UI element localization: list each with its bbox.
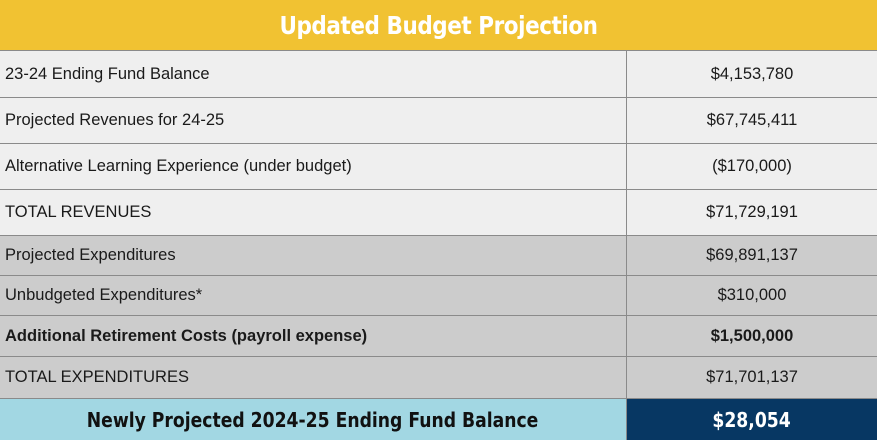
row-value: $67,745,411 — [626, 98, 877, 143]
footer-label-cell: Newly Projected 2024-25 Ending Fund Bala… — [0, 398, 626, 440]
row-value: $4,153,780 — [626, 51, 877, 97]
row-label: TOTAL EXPENDITURES — [5, 368, 189, 386]
table-row-total-expenditures: TOTAL EXPENDITURES $71,701,137 — [0, 356, 877, 398]
row-label: TOTAL REVENUES — [5, 203, 152, 221]
row-value: $1,500,000 — [626, 316, 877, 356]
row-label: Projected Expenditures — [5, 246, 176, 264]
table-row-total-revenues: TOTAL REVENUES $71,729,191 — [0, 189, 877, 235]
table-title: Updated Budget Projection — [61, 0, 816, 50]
row-label: Alternative Learning Experience (under b… — [5, 157, 352, 175]
row-label: Unbudgeted Expenditures* — [5, 286, 203, 304]
table-title-text: Updated Budget Projection — [279, 10, 598, 40]
row-label: Projected Revenues for 24-25 — [5, 111, 225, 129]
table-row-retirement-costs: Additional Retirement Costs (payroll exp… — [0, 315, 877, 356]
table-row-projected-expenditures: Projected Expenditures $69,891,137 — [0, 235, 877, 275]
row-value: $71,729,191 — [626, 190, 877, 235]
table-row-alternative-learning: Alternative Learning Experience (under b… — [0, 143, 877, 189]
footer-value-cell: $28,054 — [626, 398, 877, 440]
table-row-unbudgeted-expenditures: Unbudgeted Expenditures* $310,000 — [0, 275, 877, 315]
row-value: ($170,000) — [626, 144, 877, 189]
row-label: 23-24 Ending Fund Balance — [5, 64, 210, 83]
row-value: $69,891,137 — [626, 236, 877, 275]
row-value: $71,701,137 — [626, 357, 877, 398]
footer-label: Newly Projected 2024-25 Ending Fund Bala… — [87, 407, 539, 432]
footer-value: $28,054 — [712, 407, 792, 432]
row-label: Additional Retirement Costs (payroll exp… — [5, 326, 368, 345]
table-row-ending-fund-balance: 23-24 Ending Fund Balance $4,153,780 — [0, 50, 877, 97]
table-row-projected-revenues: Projected Revenues for 24-25 $67,745,411 — [0, 97, 877, 143]
row-value: $310,000 — [626, 276, 877, 315]
